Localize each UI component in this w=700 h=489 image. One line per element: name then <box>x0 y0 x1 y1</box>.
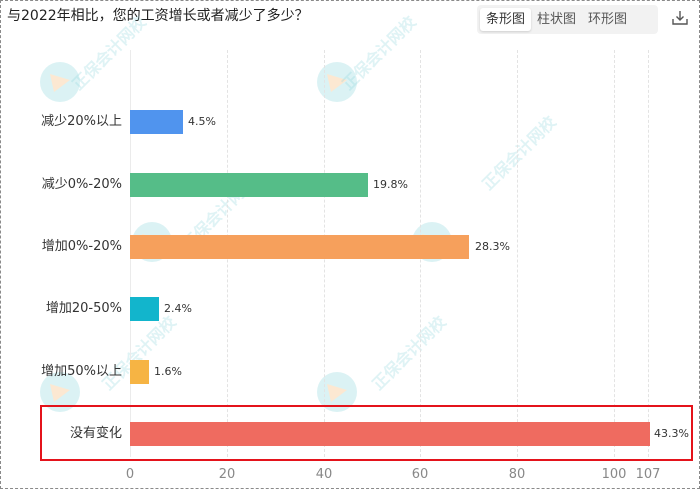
value-label: 43.3% <box>654 427 689 440</box>
bar[interactable] <box>130 297 159 321</box>
x-tick: 0 <box>125 467 135 482</box>
gridline <box>614 50 615 457</box>
category-label: 增加0%-20% <box>41 239 122 254</box>
category-label: 增加50%以上 <box>41 364 122 379</box>
category-label: 减少0%-20% <box>41 177 122 192</box>
gridline <box>648 50 649 457</box>
category-label: 减少20%以上 <box>41 114 122 129</box>
bar[interactable] <box>130 110 183 134</box>
x-tick: 20 <box>218 467 236 482</box>
value-label: 1.6% <box>154 365 182 378</box>
bar[interactable] <box>130 235 469 259</box>
tab-column-chart[interactable]: 柱状图 <box>537 12 577 27</box>
x-tick: 60 <box>411 467 429 482</box>
value-label: 2.4% <box>164 302 192 315</box>
download-icon[interactable] <box>670 8 690 28</box>
bar[interactable] <box>130 360 149 384</box>
highlight-box <box>40 405 693 461</box>
x-tick: 107 <box>635 467 661 482</box>
value-label: 19.8% <box>373 178 408 191</box>
tab-donut-chart[interactable]: 环形图 <box>588 12 628 27</box>
tab-bar-chart[interactable]: 条形图 <box>480 8 532 31</box>
category-label: 增加20-50% <box>45 301 122 316</box>
x-tick: 100 <box>601 467 627 482</box>
value-label: 4.5% <box>188 115 216 128</box>
chart-title: 与2022年相比，您的工资增长或者减少了多少？ <box>7 8 309 24</box>
chart-type-switcher: 条形图 柱状图 环形图 <box>477 5 658 34</box>
x-tick: 40 <box>315 467 333 482</box>
x-tick: 80 <box>508 467 526 482</box>
gridline <box>517 50 518 457</box>
value-label: 28.3% <box>475 240 510 253</box>
bar[interactable] <box>130 422 650 446</box>
bar[interactable] <box>130 173 368 197</box>
category-label: 没有变化 <box>69 426 122 441</box>
